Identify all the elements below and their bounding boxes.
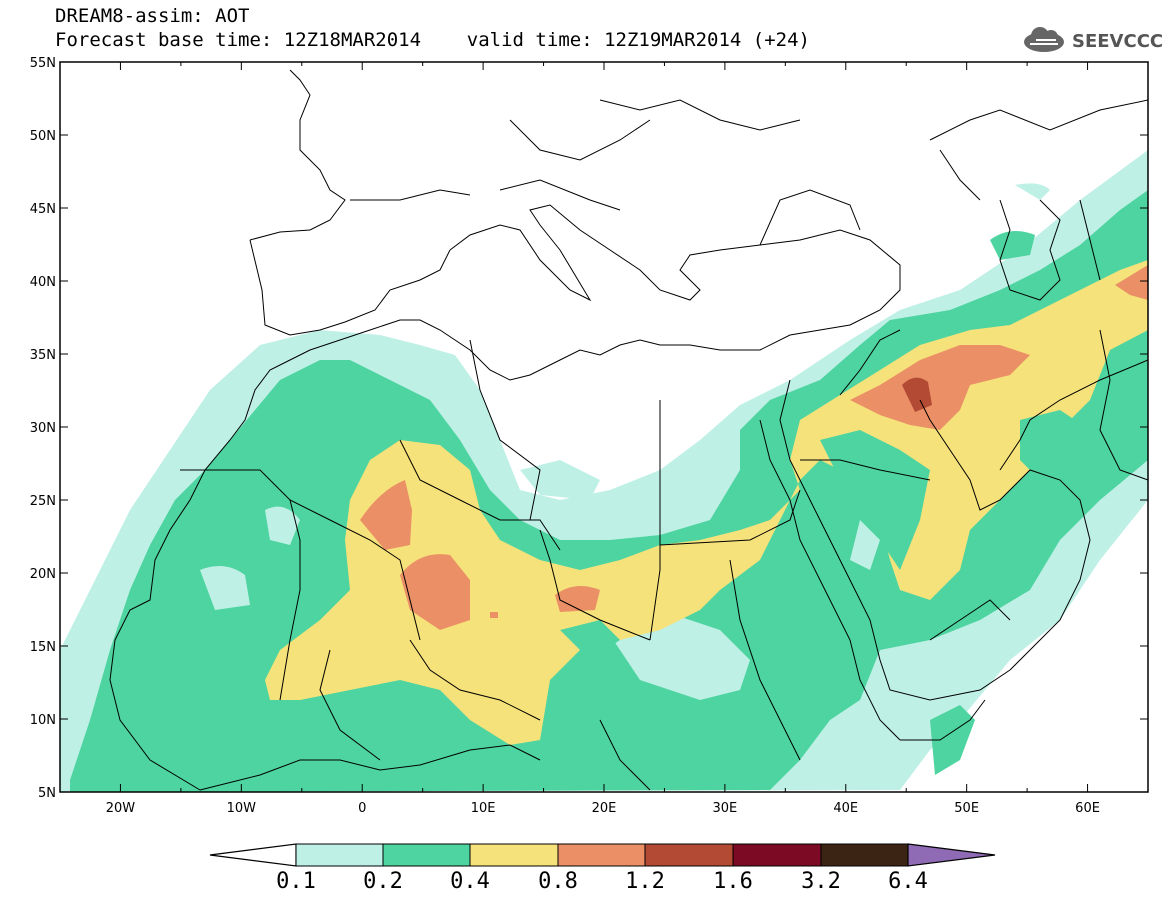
colorbar-segment-1 <box>295 843 384 867</box>
lat-label: 35N <box>30 348 56 363</box>
forecast-time-line: Forecast base time: 12Z18MAR2014 valid t… <box>55 29 810 51</box>
colorbar-label-4: 0.8 <box>538 869 578 894</box>
lon-label: 10W <box>227 801 257 816</box>
colorbar-segment-4 <box>557 843 646 867</box>
lon-label: 30E <box>713 801 738 816</box>
cloud-icon <box>1024 27 1064 52</box>
lat-label: 20N <box>30 567 56 582</box>
colorbar-segment-6 <box>732 843 822 867</box>
colorbar-label-1: 0.1 <box>276 869 316 894</box>
aot-map: 55N 50N 45N 40N 35N 30N 25N 20N 15N 10N 5N 20W 10W 0 1… <box>30 56 1149 816</box>
lon-label: 40E <box>833 801 858 816</box>
colorbar <box>209 843 996 867</box>
lat-label: 25N <box>30 494 56 509</box>
lon-label: 20E <box>592 801 617 816</box>
aot-band-1.2 <box>902 377 932 412</box>
lon-label: 60E <box>1075 801 1100 816</box>
colorbar-label-3: 0.4 <box>450 869 490 894</box>
colorbar-segment-2 <box>382 843 471 867</box>
colorbar-label-2: 0.2 <box>363 869 403 894</box>
lat-label: 15N <box>30 640 56 655</box>
colorbar-low-arrow <box>209 843 297 867</box>
lat-label: 50N <box>30 129 56 144</box>
lon-label: 0 <box>358 801 366 816</box>
lat-label: 30N <box>30 421 56 436</box>
coastlines <box>109 69 1148 791</box>
seevccc-logo <box>1024 27 1064 52</box>
map-axes: 55N 50N 45N 40N 35N 30N 25N 20N 15N 10N 5N 20W 10W 0 1… <box>30 56 1149 816</box>
lat-label: 45N <box>30 202 56 217</box>
lon-label: 50E <box>954 801 979 816</box>
colorbar-segment-7 <box>820 843 909 867</box>
aot-band-0.8 <box>360 265 1148 630</box>
colorbar-label-6: 1.6 <box>713 869 753 894</box>
aot-holes-0.2 <box>560 410 1090 660</box>
lon-label: 10E <box>471 801 496 816</box>
lat-label: 40N <box>30 275 56 290</box>
colorbar-label-5: 1.2 <box>625 869 665 894</box>
map-title: DREAM8-assim: AOT <box>55 5 250 27</box>
colorbar-high-arrow <box>907 843 996 867</box>
colorbar-label-7: 3.2 <box>801 869 841 894</box>
lon-label: 20W <box>106 801 136 816</box>
colorbar-segment-3 <box>469 843 559 867</box>
colorbar-label-8: 6.4 <box>888 869 928 894</box>
colorbar-segment-5 <box>644 843 734 867</box>
lat-label: 10N <box>30 713 56 728</box>
logo-text: SEEVCCC <box>1072 31 1164 52</box>
lat-label: 55N <box>30 56 56 71</box>
lat-label: 5N <box>38 786 56 801</box>
